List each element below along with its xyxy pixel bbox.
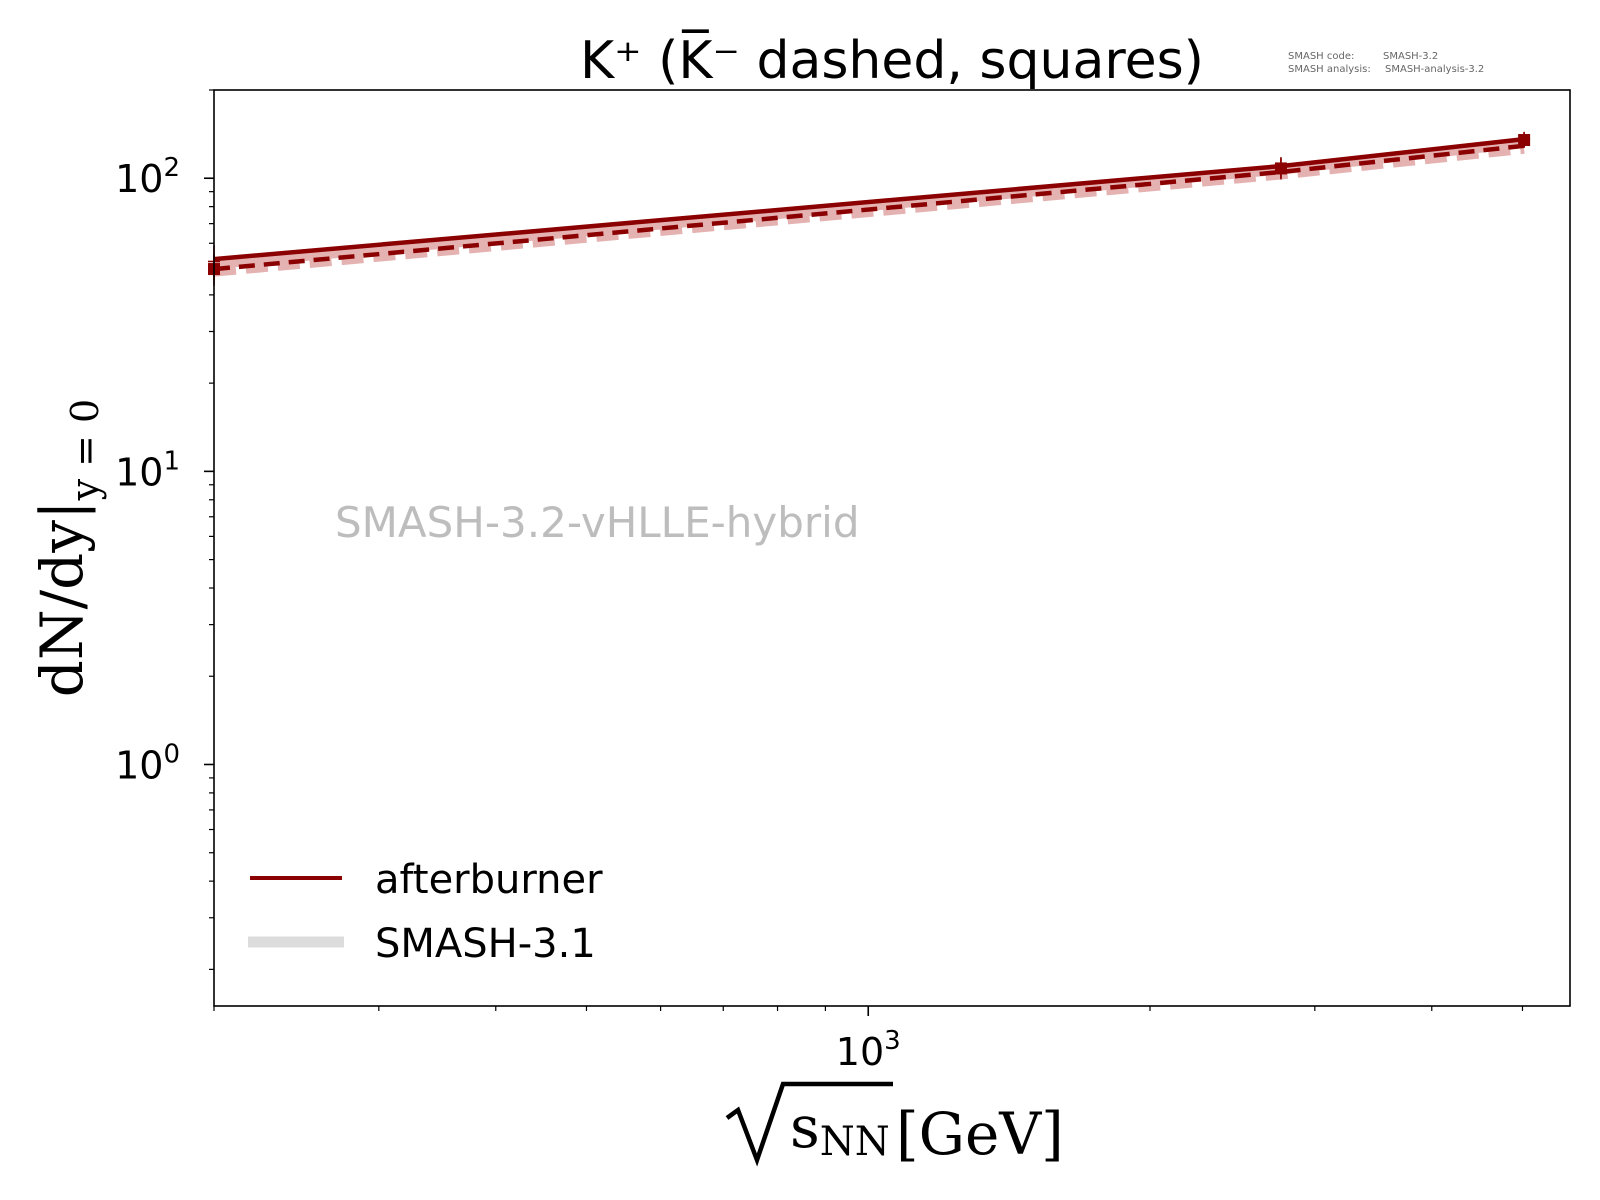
version-code-label: SMASH code: xyxy=(1288,51,1354,62)
data-point-square xyxy=(1274,162,1287,175)
legend-label-smash31: SMASH-3.1 xyxy=(375,921,596,967)
axis-ticks-group xyxy=(204,89,1524,1016)
svg-text:sNN: sNN xyxy=(790,1093,890,1165)
x-tick-labels: 103 xyxy=(836,1026,901,1074)
legend: afterburner SMASH-3.1 xyxy=(248,857,603,967)
x-axis-label-unit: [GeV] xyxy=(896,1100,1064,1168)
watermark: SMASH-3.2-vHLLE-hybrid xyxy=(335,498,860,547)
x-axis-label-symbol: s xyxy=(790,1093,820,1161)
x-tick-label: 103 xyxy=(836,1026,901,1074)
y-tick-label: 100 xyxy=(115,739,180,787)
x-axis-label-subscript: NN xyxy=(820,1119,890,1165)
svg-text:dN/dy|y = 0: dN/dy|y = 0 xyxy=(28,399,107,698)
y-tick-label: 101 xyxy=(115,446,180,494)
version-info: SMASH code: SMASH-3.2 SMASH analysis: SM… xyxy=(1288,51,1484,75)
version-analysis-value: SMASH-analysis-3.2 xyxy=(1385,64,1484,75)
version-analysis-label: SMASH analysis: xyxy=(1288,64,1371,75)
data-point-square xyxy=(1518,134,1531,147)
y-axis-label-main: dN/dy| xyxy=(28,500,96,697)
series-line-Kplus-afterburner xyxy=(213,136,1525,262)
y-axis-label-subscript: y = 0 xyxy=(63,399,107,502)
legend-label-afterburner: afterburner xyxy=(375,857,603,903)
y-axis-label: dN/dy|y = 0 xyxy=(28,399,107,698)
series-line-Kminus-afterburner xyxy=(213,143,1525,272)
x-axis-label: sNN [GeV] xyxy=(725,1081,1064,1168)
y-tick-label: 102 xyxy=(115,153,180,201)
version-code-value: SMASH-3.2 xyxy=(1383,51,1438,62)
y-tick-labels: 100 101 102 xyxy=(115,153,180,787)
sqrt-radical-icon xyxy=(725,1081,893,1167)
chart-title: K⁺ (K̅⁻ dashed, squares) xyxy=(580,29,1204,91)
model-curves xyxy=(213,136,1525,277)
plot-area-frame xyxy=(213,89,1571,1007)
